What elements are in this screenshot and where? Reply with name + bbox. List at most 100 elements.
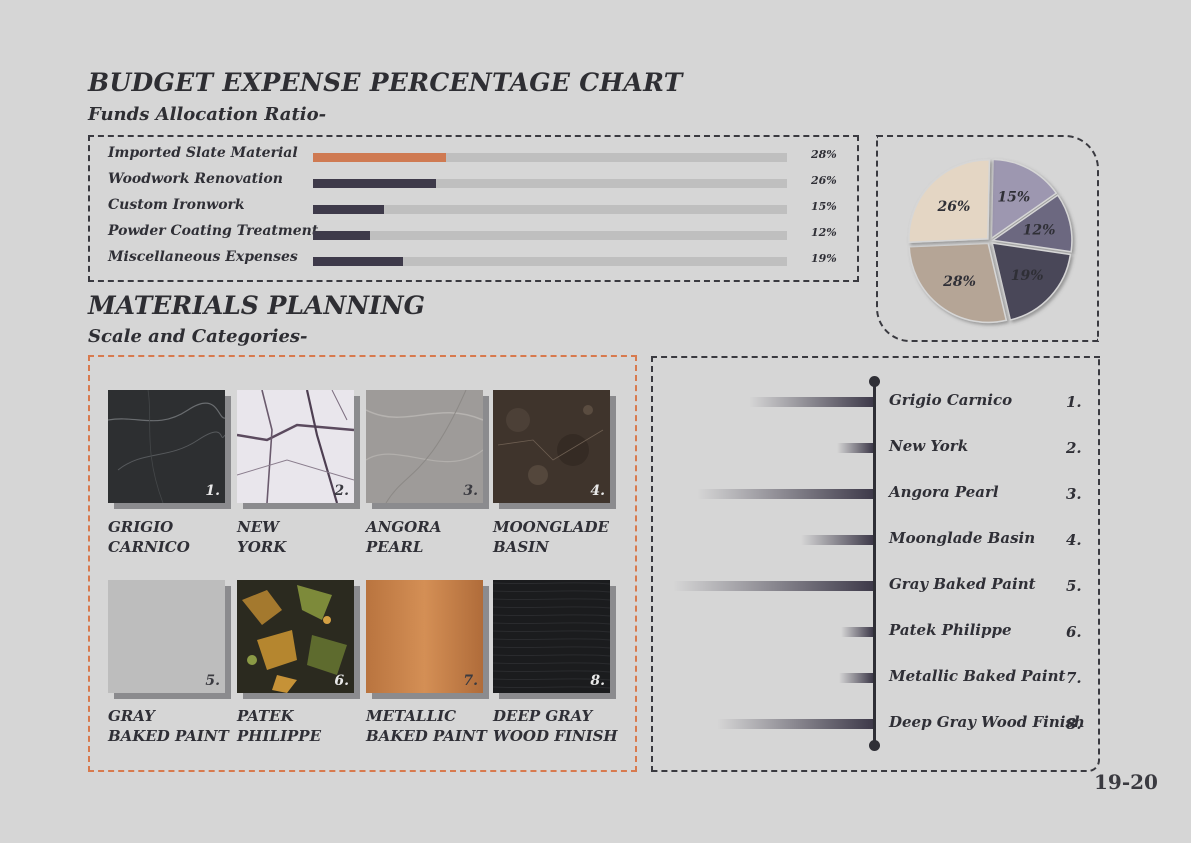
scale-label: Deep Gray Wood Finish <box>889 713 1085 731</box>
material-texture <box>366 580 483 693</box>
alloc-row: Imported Slate Material 28% <box>108 145 848 167</box>
pie-slice <box>991 242 1072 321</box>
material-number: 8. <box>590 673 605 689</box>
alloc-track <box>313 179 787 188</box>
material-texture <box>108 390 225 503</box>
scale-bar <box>839 673 873 683</box>
pie-slice <box>990 194 1073 253</box>
pie-slice-label: 19% <box>1011 268 1044 284</box>
material-number: 7. <box>463 673 478 689</box>
page-number: 19-20 <box>1094 770 1158 794</box>
material-number: 5. <box>205 673 220 689</box>
material-caption: GRAY BAKED PAINT <box>108 706 238 746</box>
scale-bar <box>749 397 873 407</box>
material-caption-line2: YORK <box>237 538 287 556</box>
material-caption-line1: ANGORA <box>366 518 442 536</box>
material-texture <box>237 390 354 503</box>
scale-number: 3. <box>1066 485 1082 503</box>
materials-panel <box>88 355 637 772</box>
pie-slice-label: 26% <box>937 199 971 215</box>
material-caption-line1: METALLIC <box>366 707 457 725</box>
scale-axis-line <box>873 381 876 746</box>
scale-bar <box>841 627 873 637</box>
material-texture <box>493 580 610 693</box>
alloc-label: Woodwork Renovation <box>108 171 283 187</box>
allocation-panel <box>88 135 859 282</box>
alloc-row: Woodwork Renovation 26% <box>108 171 848 193</box>
alloc-label: Imported Slate Material <box>108 145 298 161</box>
material-caption: METALLIC BAKED PAINT <box>366 706 496 746</box>
scale-label: Angora Pearl <box>889 483 999 501</box>
scale-number: 6. <box>1066 623 1082 641</box>
material-number: 6. <box>334 673 349 689</box>
scale-number: 8. <box>1066 715 1082 733</box>
alloc-value-label: 15% <box>811 200 837 213</box>
pie-slice-label: 12% <box>1023 222 1056 238</box>
alloc-bar <box>313 179 437 188</box>
material-caption-line2: CARNICO <box>108 538 190 556</box>
material-swatch-dark-marble: 1. <box>108 390 225 503</box>
scale-number: 5. <box>1066 577 1082 595</box>
alloc-bar <box>313 153 446 162</box>
material-swatch-brown-stone: 4. <box>493 390 610 503</box>
material-texture <box>108 580 225 693</box>
material-caption-line1: GRIGIO <box>108 518 174 536</box>
material-caption: ANGORA PEARL <box>366 517 496 557</box>
scale-label: Moonglade Basin <box>889 529 1036 547</box>
pie-panel <box>876 135 1099 342</box>
alloc-value-label: 26% <box>811 174 837 187</box>
scale-label: Grigio Carnico <box>889 391 1013 409</box>
alloc-value-label: 28% <box>811 148 837 161</box>
alloc-row: Powder Coating Treatment 12% <box>108 223 848 245</box>
alloc-track <box>313 153 787 162</box>
scale-axis-top-dot <box>869 376 880 387</box>
alloc-label: Powder Coating Treatment <box>108 223 319 239</box>
scale-label: Gray Baked Paint <box>889 575 1036 593</box>
alloc-row: Miscellaneous Expenses 19% <box>108 249 848 271</box>
scale-bar <box>697 489 873 499</box>
scale-panel <box>651 356 1100 772</box>
material-caption-line2: BAKED PAINT <box>366 727 487 745</box>
material-caption-line2: BASIN <box>493 538 549 556</box>
alloc-bar <box>313 231 370 240</box>
material-caption-line1: DEEP GRAY <box>493 707 593 725</box>
material-texture <box>493 390 610 503</box>
material-texture <box>237 580 354 693</box>
material-caption-line1: PATEK <box>237 707 294 725</box>
material-caption-line2: BAKED PAINT <box>108 727 229 745</box>
scale-bar <box>717 719 873 729</box>
pie-chart: 15% 12% 19% 28% 26% <box>908 158 1073 324</box>
pie-slice-label: 15% <box>997 190 1030 206</box>
alloc-value-label: 12% <box>811 226 837 239</box>
material-swatch-dark-wood: 8. <box>493 580 610 693</box>
scale-number: 2. <box>1066 439 1082 457</box>
material-caption: PATEK PHILIPPE <box>237 706 367 746</box>
scale-label: New York <box>889 437 969 455</box>
page-subtitle: Funds Allocation Ratio- <box>88 104 327 125</box>
alloc-bar <box>313 257 404 266</box>
material-number: 3. <box>463 483 478 499</box>
materials-title: MATERIALS PLANNING <box>88 291 425 320</box>
material-swatch-gray-marble: 3. <box>366 390 483 503</box>
material-swatch-flat-gray: 5. <box>108 580 225 693</box>
material-caption-line1: MOONGLADE <box>493 518 609 536</box>
material-number: 2. <box>334 483 349 499</box>
material-caption: NEW YORK <box>237 517 367 557</box>
pie-slice-label: 28% <box>942 274 976 290</box>
material-caption: MOONGLADE BASIN <box>493 517 623 557</box>
alloc-value-label: 19% <box>811 252 837 265</box>
scale-label: Metallic Baked Paint <box>889 667 1066 685</box>
scale-number: 7. <box>1066 669 1082 687</box>
material-caption-line2: PHILIPPE <box>237 727 322 745</box>
material-number: 1. <box>205 483 220 499</box>
alloc-label: Custom Ironwork <box>108 197 245 213</box>
material-texture <box>366 390 483 503</box>
material-caption-line1: NEW <box>237 518 279 536</box>
pie-slice <box>990 158 1058 240</box>
scale-label: Patek Philippe <box>889 621 1012 639</box>
alloc-row: Custom Ironwork 15% <box>108 197 848 219</box>
material-swatch-gold-green-stone: 6. <box>237 580 354 693</box>
material-number: 4. <box>590 483 605 499</box>
material-caption-line2: PEARL <box>366 538 424 556</box>
material-caption-line1: GRAY <box>108 707 155 725</box>
